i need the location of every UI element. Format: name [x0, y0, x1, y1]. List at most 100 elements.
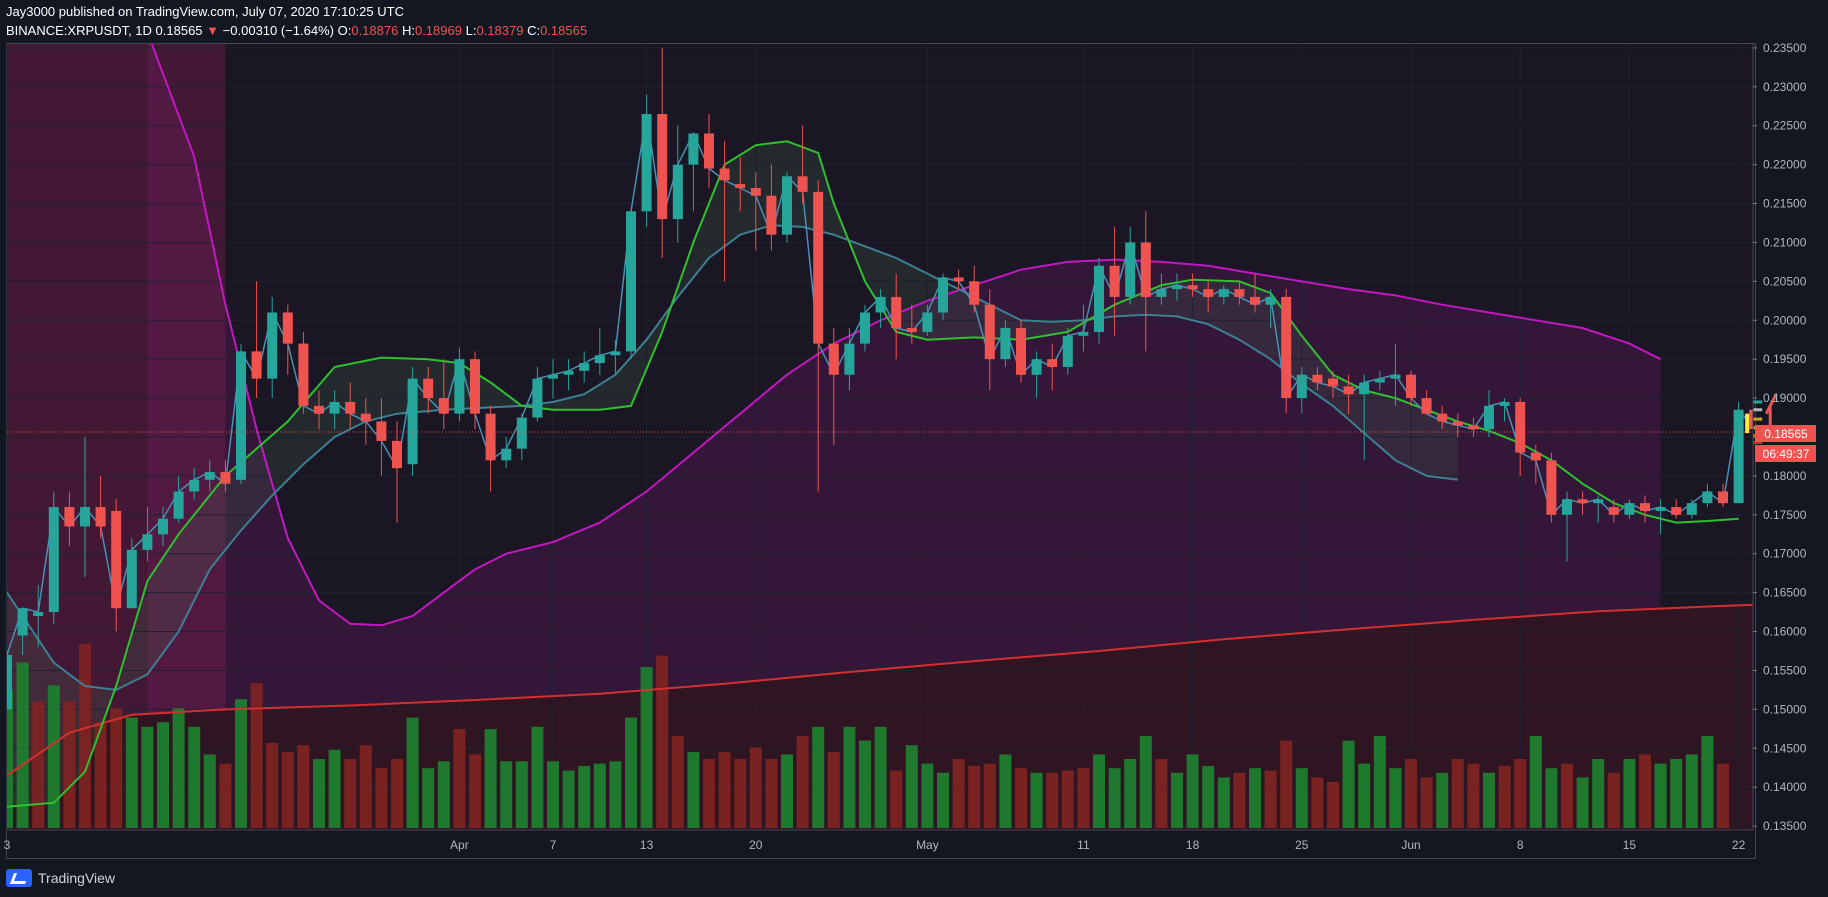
volume-bar	[1030, 772, 1043, 828]
volume-bar	[469, 754, 481, 828]
candle-down	[766, 195, 777, 235]
volume-bar	[500, 761, 513, 828]
candle-down	[1203, 289, 1214, 297]
candle-down	[1281, 296, 1292, 399]
candle-up	[80, 507, 90, 527]
volume-bar	[765, 759, 778, 828]
candle-down	[1109, 265, 1120, 297]
volume-bar	[16, 662, 29, 828]
candle-down	[314, 405, 324, 414]
price-axis-label: 0.18000	[1763, 469, 1807, 483]
price-axis-label: 0.22500	[1763, 119, 1807, 133]
price-axis-label: 0.23500	[1763, 41, 1807, 55]
candle-down	[797, 176, 808, 192]
candle-down	[719, 168, 730, 181]
volume-bar	[1342, 740, 1355, 828]
volume-bar	[874, 726, 887, 828]
volume-bar	[484, 729, 497, 828]
volume-bar	[1217, 777, 1230, 828]
candle-down	[95, 507, 106, 527]
annotation-stroke	[1764, 393, 1778, 415]
candle-up	[782, 176, 792, 235]
volume-bar	[796, 736, 809, 828]
price-axis-label: 0.13500	[1763, 819, 1807, 833]
candle-down	[1343, 386, 1354, 395]
candle-up	[142, 534, 153, 550]
volume-bar	[437, 761, 450, 828]
close-value: 0.18565	[540, 23, 588, 38]
candle-down	[220, 472, 231, 484]
volume-bar	[734, 759, 747, 828]
volume-bar	[141, 726, 154, 828]
countdown-tag: 06:49:37	[1763, 447, 1810, 461]
volume-bar	[391, 759, 403, 828]
time-axis-label: Apr	[450, 838, 469, 852]
volume-bar	[1451, 759, 1464, 828]
volume-bar	[578, 765, 591, 828]
candle-up	[641, 114, 652, 212]
tradingview-logo-icon	[6, 869, 32, 887]
volume-bar	[1607, 772, 1620, 828]
price-axis-label: 0.16000	[1763, 625, 1807, 639]
volume-bar	[1280, 740, 1293, 828]
volume-bar	[203, 754, 216, 828]
candle-down	[1421, 398, 1432, 414]
time-axis-label: 18	[1186, 838, 1200, 852]
candle-up	[173, 491, 184, 519]
volume-bar	[656, 655, 669, 828]
candle-up	[126, 549, 137, 609]
price-axis-label: 0.21000	[1763, 235, 1807, 249]
candle-down	[969, 281, 980, 305]
price-axis-label: 0.16500	[1763, 586, 1807, 600]
volume-bar	[94, 722, 107, 828]
candle-up	[1562, 499, 1572, 515]
volume-bar	[671, 736, 684, 828]
candle-down	[750, 187, 761, 196]
volume-bar	[1639, 754, 1651, 828]
volume-bar	[1327, 782, 1339, 828]
candle-down	[735, 184, 746, 188]
last-price: 0.18565	[155, 23, 203, 38]
candle-up	[501, 448, 512, 461]
candle-down	[1577, 499, 1588, 504]
time-axis-label: 25	[1295, 838, 1309, 852]
candle-up	[516, 417, 527, 449]
volume-bar	[1015, 768, 1027, 828]
candle-down	[470, 359, 480, 414]
candle-down	[1328, 378, 1338, 387]
candle-up	[1078, 331, 1089, 336]
volume-bar	[1545, 768, 1558, 828]
volume-bar	[1373, 736, 1386, 828]
candle-down	[984, 304, 995, 360]
candle-down	[360, 413, 371, 422]
volume-bar	[812, 726, 825, 828]
volume-bar	[313, 759, 325, 828]
candle-up	[407, 378, 418, 465]
time-axis-label: 15	[1623, 838, 1637, 852]
price-axis-label: 0.17000	[1763, 547, 1807, 561]
volume-bar	[937, 772, 949, 828]
chart-header: Jay3000 published on TradingView.com, Ju…	[6, 2, 587, 40]
last-price-tag: 0.18565	[1764, 427, 1808, 441]
volume-bar	[1436, 772, 1449, 828]
candle-down	[953, 277, 964, 282]
volume-bar	[515, 761, 528, 828]
volume-bar	[1108, 768, 1121, 828]
volume-bar	[640, 667, 653, 828]
candle-down	[438, 398, 449, 414]
time-axis-label: 20	[749, 838, 763, 852]
candle-down	[1187, 285, 1198, 290]
volume-bar	[718, 752, 731, 828]
candle-down	[1749, 409, 1753, 430]
candle-up	[158, 518, 168, 535]
price-axis-label: 0.14000	[1763, 780, 1807, 794]
volume-bar	[562, 770, 575, 828]
ohlc-line: BINANCE:XRPUSDT, 1D 0.18565 ▼ −0.00310 (…	[6, 21, 587, 40]
candle-down	[1437, 413, 1448, 422]
time-axis-label: 7	[550, 838, 557, 852]
candle-up	[33, 612, 44, 616]
volume-bar	[1264, 770, 1277, 828]
volume-bar	[1155, 759, 1168, 828]
volume-bar	[1561, 763, 1573, 828]
